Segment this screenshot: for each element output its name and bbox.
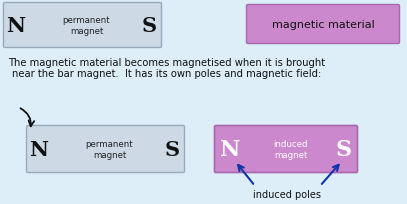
FancyBboxPatch shape bbox=[214, 126, 357, 173]
Text: permanent
magnet: permanent magnet bbox=[86, 139, 133, 159]
Text: The magnetic material becomes magnetised when it is brought: The magnetic material becomes magnetised… bbox=[8, 58, 325, 68]
Text: N: N bbox=[7, 16, 26, 36]
Text: N: N bbox=[29, 139, 48, 159]
Text: S: S bbox=[164, 139, 179, 159]
FancyBboxPatch shape bbox=[247, 6, 400, 44]
Text: permanent
magnet: permanent magnet bbox=[63, 16, 110, 36]
Text: magnetic material: magnetic material bbox=[271, 20, 374, 30]
Text: induced
magnet: induced magnet bbox=[274, 139, 308, 159]
FancyBboxPatch shape bbox=[4, 3, 162, 48]
Text: N: N bbox=[220, 138, 240, 160]
Text: S: S bbox=[336, 138, 352, 160]
FancyBboxPatch shape bbox=[26, 126, 184, 173]
Text: near the bar magnet.  It has its own poles and magnetic field:: near the bar magnet. It has its own pole… bbox=[12, 69, 321, 79]
Text: S: S bbox=[142, 16, 157, 36]
Text: induced poles: induced poles bbox=[253, 189, 321, 199]
